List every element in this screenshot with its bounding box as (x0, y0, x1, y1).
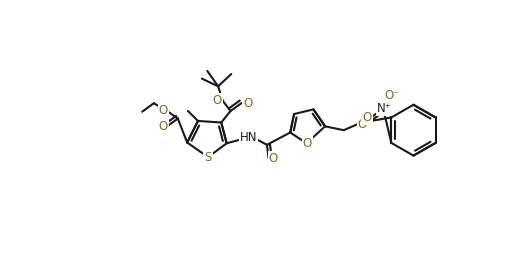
Text: O: O (358, 118, 367, 131)
Text: N⁺: N⁺ (376, 102, 392, 115)
Text: O: O (158, 104, 168, 117)
Text: O: O (213, 94, 222, 107)
Text: O⁻: O⁻ (385, 89, 400, 102)
Text: O: O (243, 97, 252, 110)
Text: O: O (269, 152, 278, 165)
Text: O: O (158, 120, 168, 133)
Text: O: O (303, 137, 312, 150)
Text: O: O (363, 111, 372, 124)
Text: HN: HN (240, 131, 257, 144)
Text: S: S (205, 151, 212, 164)
